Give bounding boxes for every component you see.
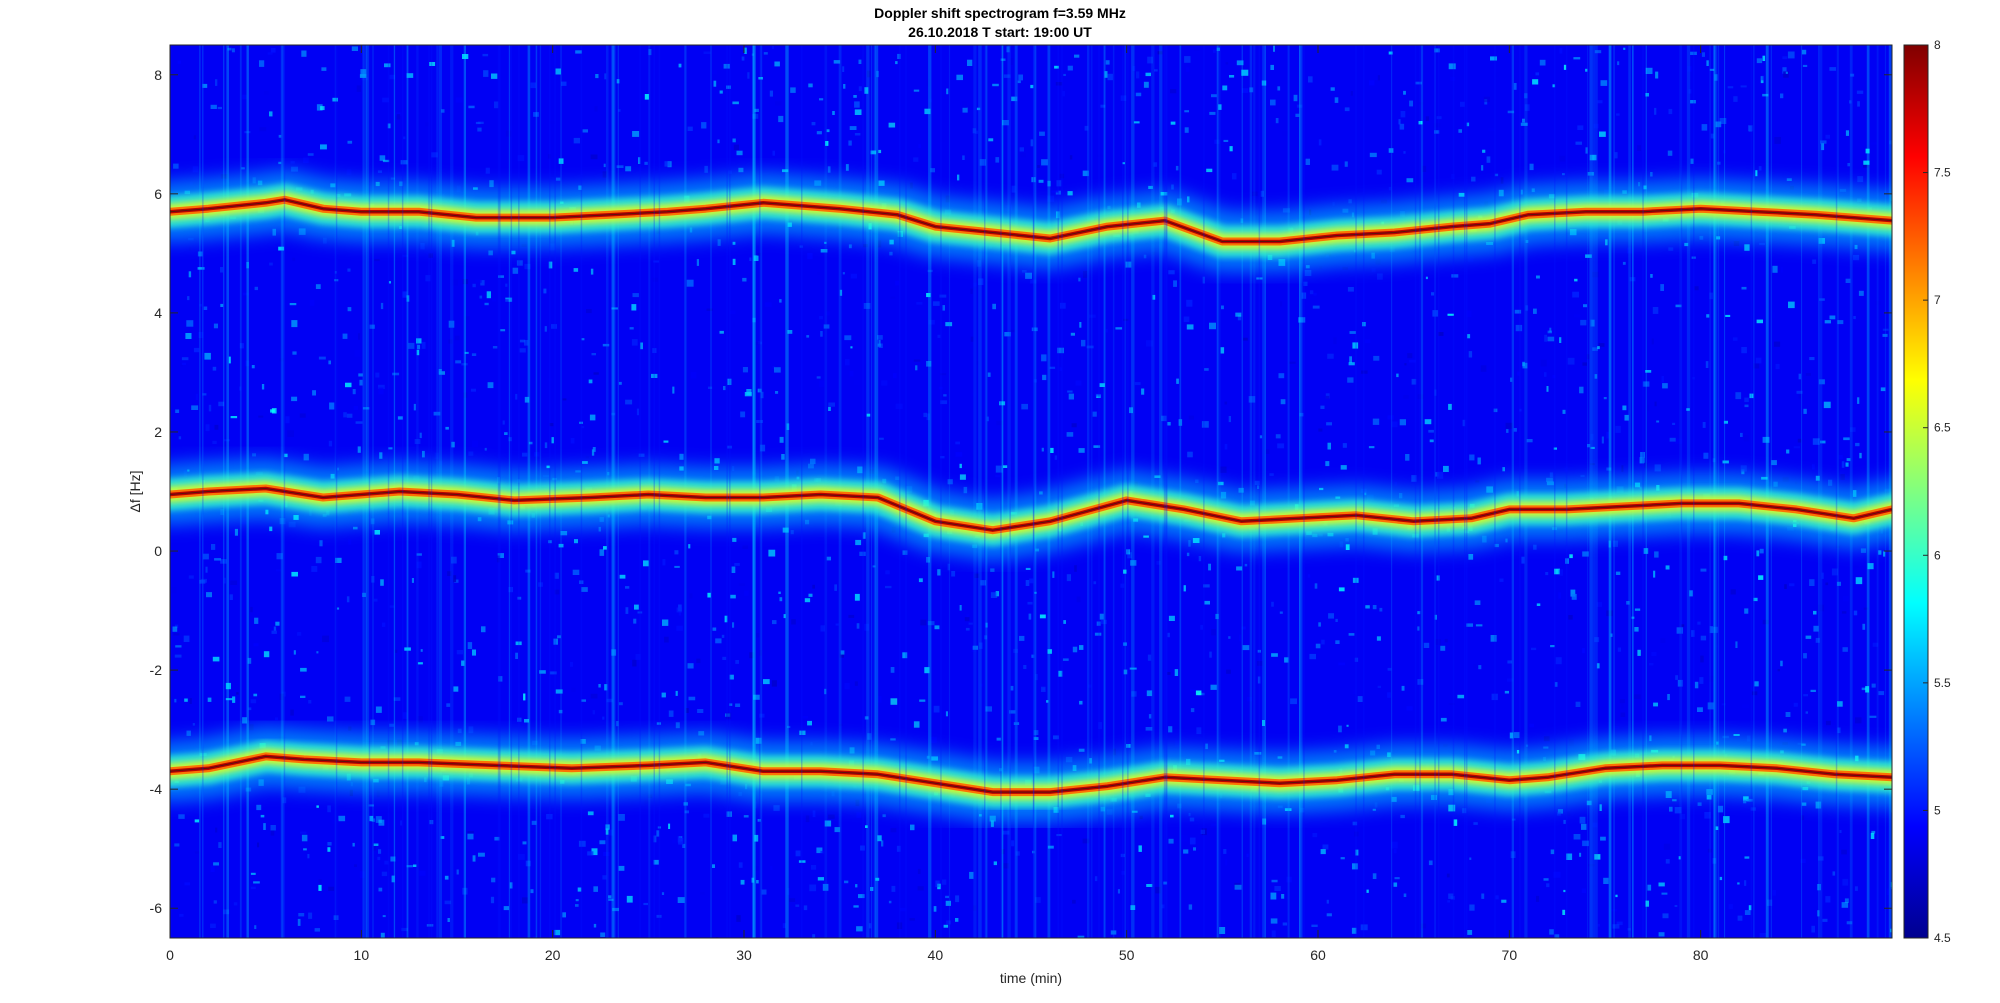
streak-overlay xyxy=(202,45,1838,938)
plot-area xyxy=(170,45,1892,938)
trace-2-centerline xyxy=(170,487,1892,531)
x-tick-label: 10 xyxy=(354,947,370,963)
x-tick-label: 70 xyxy=(1502,947,1518,963)
y-tick-label: 2 xyxy=(154,424,162,440)
colorbar: 4.5 5 5.5 6 6.5 7 7.5 8 xyxy=(1903,38,1951,945)
x-tick-label: 0 xyxy=(166,947,174,963)
colorbar-tick-label: 4.5 xyxy=(1934,931,1951,945)
x-tick-label: 40 xyxy=(928,947,944,963)
colorbar-tick-label: 5.5 xyxy=(1934,676,1951,690)
x-tick-label: 80 xyxy=(1693,947,1709,963)
colorbar-tick-label: 6 xyxy=(1934,548,1941,562)
x-tick-label: 60 xyxy=(1310,947,1326,963)
x-tick-label: 30 xyxy=(736,947,752,963)
axes: 0 10 20 30 40 50 60 70 80 -6 -4 -2 0 2 4 6 8 xyxy=(150,44,1893,963)
x-axis-label: time (min) xyxy=(1000,970,1062,986)
colorbar-tick-label: 8 xyxy=(1934,38,1941,52)
trace-1-centerline xyxy=(170,199,1892,242)
y-tick-label: 8 xyxy=(154,67,162,83)
plot-frame xyxy=(169,44,1893,939)
x-tick-label: 20 xyxy=(545,947,561,963)
y-tick-label: 0 xyxy=(154,543,162,559)
y-tick-label: -6 xyxy=(150,900,163,916)
y-tick-label: 6 xyxy=(154,186,162,202)
y-axis-label: Δf [Hz] xyxy=(127,470,143,512)
y-tick-label: 4 xyxy=(154,305,162,321)
y-tick-label: -2 xyxy=(150,662,163,678)
trace-3-centerline xyxy=(170,755,1892,793)
spectrogram-traces xyxy=(170,169,1892,823)
x-tick-label: 50 xyxy=(1119,947,1135,963)
colorbar-tick-label: 6.5 xyxy=(1934,421,1951,435)
colorbar-tick-label: 7 xyxy=(1934,293,1941,307)
chart-title: Doppler shift spectrogram f=3.59 MHz xyxy=(874,5,1126,21)
y-tick-label: -4 xyxy=(150,781,163,797)
chart-subtitle: 26.10.2018 T start: 19:00 UT xyxy=(908,24,1092,40)
colorbar-tick-label: 5 xyxy=(1934,803,1941,817)
colorbar-tick-label: 7.5 xyxy=(1934,166,1951,180)
colorbar-gradient xyxy=(1903,44,1929,939)
